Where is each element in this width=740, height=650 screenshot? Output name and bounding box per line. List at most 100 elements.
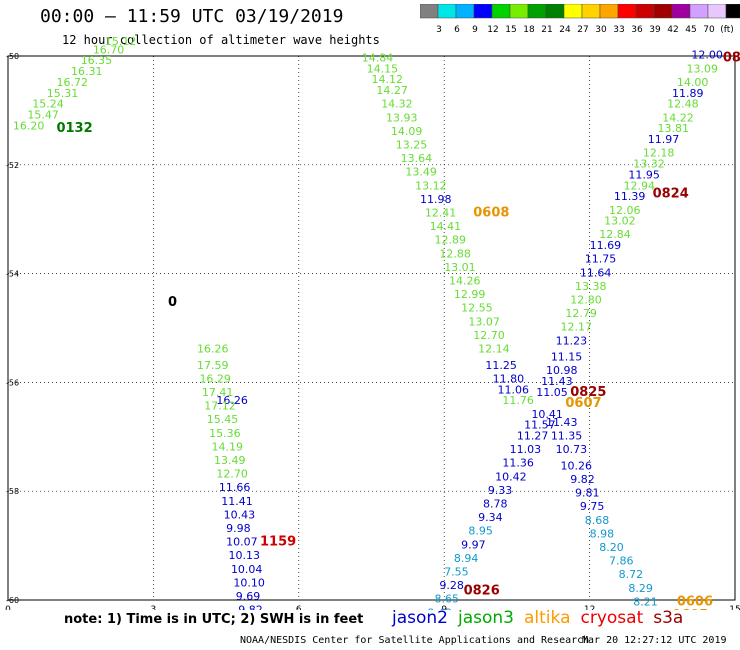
swh-value-label: 11.23 (556, 334, 588, 347)
pass-time-label: 0824 (653, 186, 689, 201)
swh-value-label: 14.00 (677, 76, 709, 89)
colorbar-label: 70 (703, 25, 715, 35)
swh-value-label: 9.82 (570, 473, 595, 486)
colorbar-label: 39 (649, 25, 661, 35)
plot-frame (7, 55, 736, 601)
pass-time-label: 0 (168, 295, 177, 310)
swh-value-label: 10.04 (231, 563, 262, 576)
pass-time-label: 0606 (677, 594, 713, 609)
swh-value-label: 11.36 (502, 457, 534, 470)
swh-value-label: 11.15 (551, 351, 583, 364)
swh-value-label: 10.10 (233, 576, 265, 589)
swh-value-label: 12.00 (691, 49, 723, 62)
swh-value-label: 11.25 (485, 359, 517, 372)
colorbar-label: 24 (559, 25, 571, 35)
colorbar-label: 3 (436, 25, 442, 35)
swh-value-label: 8.21 (633, 595, 658, 608)
swh-value-label: 8.48 (427, 606, 452, 610)
footer-note: note: 1) Time is in UTC; 2) SWH is in fe… (64, 612, 364, 627)
colorbar-label: 30 (595, 25, 607, 35)
swh-value-label: 17.12 (204, 400, 236, 413)
swh-value-label: 8.72 (619, 568, 644, 581)
pass-time-label: 0826 (464, 584, 500, 599)
swh-value-label: 11.43 (546, 416, 578, 429)
swh-value-label: 15.24 (32, 98, 64, 111)
x-tick-label: 9 (441, 605, 447, 610)
swh-value-label: 12.88 (439, 247, 471, 260)
swh-value-label: 12.41 (425, 206, 457, 219)
swh-value-label: 13.32 (633, 158, 665, 171)
colorbar-label: 15 (505, 25, 516, 35)
colorbar-label: 6 (454, 25, 460, 35)
swh-value-label: 13.64 (401, 152, 433, 165)
swh-value-label: 11.75 (585, 253, 617, 266)
colorbar-label: 33 (613, 25, 624, 35)
swh-value-label: 12.18 (643, 147, 675, 160)
swh-value-label: 13.12 (415, 179, 447, 192)
swh-value-label: 14.09 (391, 125, 423, 138)
swh-value-label: 8.94 (454, 552, 479, 565)
colorbar-label: 42 (667, 25, 678, 35)
swh-value-label: 11.03 (510, 443, 542, 456)
swh-value-label: 12.80 (570, 294, 602, 307)
y-tick-label: -58 (6, 487, 19, 496)
swh-value-label: 12.70 (216, 468, 248, 481)
y-tick-label: -54 (6, 270, 19, 279)
chart-subtitle: 12 hour collection of altimeter wave hei… (62, 33, 380, 47)
swh-value-label: 9.69 (236, 590, 261, 603)
swh-value-label: 10.98 (546, 364, 578, 377)
swh-value-label: 15.31 (47, 87, 78, 100)
swh-value-label: 13.93 (386, 111, 418, 124)
colorbar-label: 36 (631, 25, 643, 35)
swh-value-label: 15.12 (105, 35, 137, 48)
x-tick-label: 15 (729, 605, 740, 610)
swh-value-label: 13.09 (687, 62, 719, 75)
pass-time-label: 0605 (672, 608, 708, 610)
pass-time-label: 1159 (260, 535, 296, 550)
swh-value-label: 16.26 (197, 342, 229, 355)
y-tick-label: -52 (6, 161, 19, 170)
legend-entry-jason3: jason3 (458, 608, 514, 628)
colorbar-label: 9 (472, 25, 478, 35)
swh-value-label: 9.34 (478, 511, 503, 524)
swh-value-label: 8.95 (468, 525, 493, 538)
x-tick-label: 3 (151, 605, 157, 610)
swh-value-label: 12.48 (667, 98, 699, 111)
pass-time-label: 0132 (56, 121, 92, 136)
swh-value-label: 16.35 (81, 54, 113, 67)
x-tick-label: 0 (5, 605, 11, 610)
legend-entry-s3a: s3a (653, 608, 684, 628)
swh-value-label: 8.98 (590, 527, 615, 540)
y-tick-label: -50 (6, 52, 19, 61)
swh-value-label: 16.70 (93, 43, 125, 56)
swh-value-label: 10.73 (556, 443, 588, 456)
pass-time-label: 0608 (473, 205, 509, 220)
swh-value-label: 11.05 (536, 386, 568, 399)
swh-value-label: 15.47 (27, 109, 58, 122)
swh-value-label: 11.41 (221, 495, 253, 508)
swh-value-label: 13.49 (405, 166, 437, 179)
swh-value-label: 11.89 (672, 87, 704, 100)
footer-timestamp: Mar 20 12:27:12 UTC 2019 (582, 635, 727, 646)
colorbar-label: 21 (541, 25, 552, 35)
swh-value-label: 13.25 (396, 138, 428, 151)
colorbar-swatch (725, 4, 740, 19)
swh-value-label: 12.79 (565, 307, 597, 320)
swh-value-label: 14.32 (381, 98, 413, 111)
swh-value-label: 14.84 (362, 51, 394, 64)
swh-value-label: 12.14 (478, 342, 510, 355)
swh-value-label: 11.66 (219, 481, 251, 494)
swh-value-label: 10.41 (531, 408, 563, 421)
swh-value-label: 11.06 (498, 383, 529, 396)
swh-value-label: 11.95 (628, 168, 660, 181)
swh-value-label: 16.26 (216, 394, 248, 407)
swh-value-label: 11.80 (493, 372, 524, 385)
y-tick-label: -56 (6, 378, 19, 387)
swh-value-label: 15.45 (207, 413, 239, 426)
swh-value-label: 11.97 (648, 133, 680, 146)
swh-value-label: 14.27 (376, 84, 408, 97)
x-tick-label: 6 (296, 605, 302, 610)
swh-value-label: 9.75 (580, 500, 605, 513)
swh-value-label: 10.13 (229, 549, 260, 562)
swh-value-label: 16.72 (56, 76, 88, 89)
